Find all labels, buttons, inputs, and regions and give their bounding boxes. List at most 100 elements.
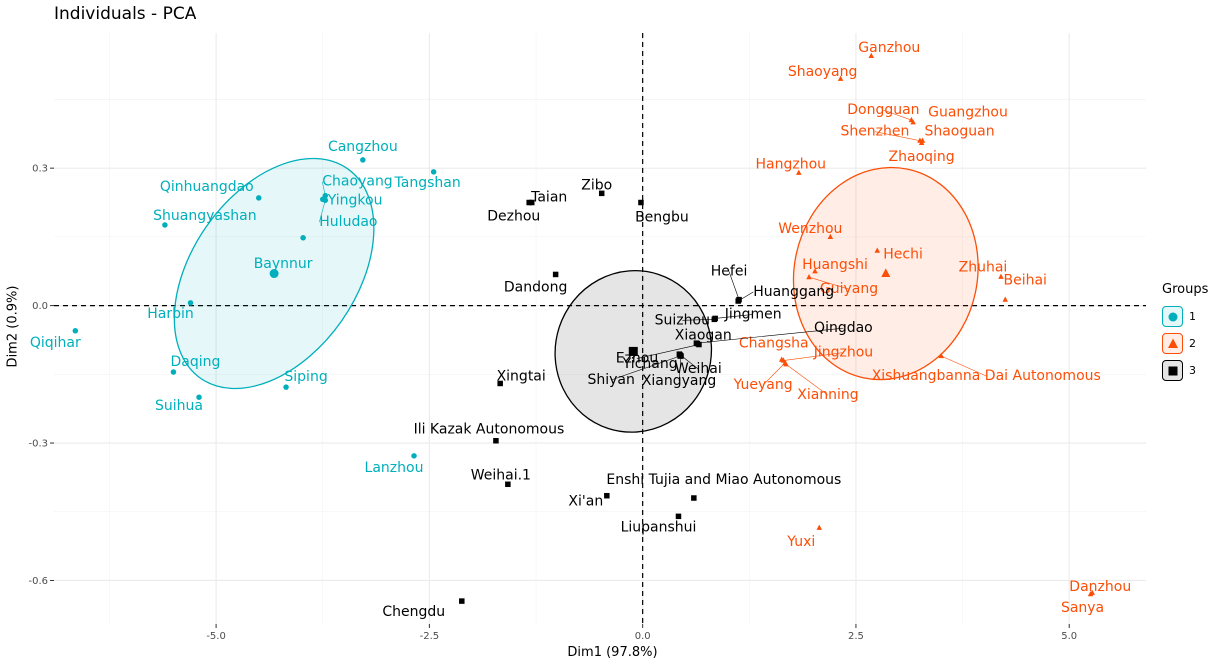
point-label: Dongguan <box>847 102 919 118</box>
point-marker <box>837 75 844 81</box>
label-leader <box>808 276 850 290</box>
point-label: Chengdu <box>382 604 445 620</box>
point-label: Ili Kazak Autonomous <box>414 422 565 438</box>
y-tick-label: -0.6 <box>28 576 48 587</box>
point-marker <box>827 233 834 239</box>
point-label: Shuangyashan <box>153 208 256 224</box>
point-marker <box>712 315 718 322</box>
point-label: Qingdao <box>814 320 873 336</box>
point-label: Liupanshui <box>621 519 697 535</box>
label-leader <box>874 131 920 141</box>
legend-label: 3 <box>1189 364 1196 377</box>
point-marker <box>735 298 741 304</box>
label-leader <box>696 327 844 344</box>
point-label: Hechi <box>883 247 923 263</box>
point-label: Xianning <box>797 387 858 403</box>
point-marker <box>1002 296 1008 302</box>
legend-item-group-3: 3 <box>1162 357 1208 384</box>
legend-label: 2 <box>1189 337 1196 350</box>
point-marker <box>552 271 559 278</box>
point-marker <box>938 352 944 359</box>
group-centroid-3 <box>628 346 638 356</box>
point-label: Zibo <box>581 177 612 193</box>
point-label: Dezhou <box>487 209 540 225</box>
point-marker <box>493 437 499 444</box>
legend-item-group-2: 2 <box>1162 330 1208 357</box>
point-marker <box>411 453 417 459</box>
label-leader <box>941 355 987 377</box>
point-label: Changsha <box>739 336 809 352</box>
point-marker <box>497 380 503 387</box>
point-label: Lanzhou <box>365 460 424 476</box>
legend-marker <box>1168 366 1178 376</box>
label-leader <box>728 271 740 300</box>
point-marker <box>256 195 262 201</box>
point-marker <box>812 268 818 274</box>
y-tick-label: 0.3 <box>32 164 48 175</box>
point-marker <box>910 119 916 125</box>
legend-key <box>1162 360 1183 381</box>
point-label: Harbin <box>147 306 194 322</box>
point-marker <box>505 481 511 488</box>
point-marker <box>874 247 881 253</box>
point-label: Sanya <box>1061 600 1104 616</box>
group-centroid-2 <box>881 268 891 277</box>
legend-marker <box>1168 312 1178 322</box>
point-label: Guangzhou <box>928 104 1008 120</box>
point-marker <box>322 197 329 203</box>
point-label: Shaoguan <box>924 124 994 140</box>
point-label: Bengbu <box>635 210 689 226</box>
x-tick-label: 5.0 <box>1061 631 1077 642</box>
label-leader <box>636 344 700 359</box>
point-marker <box>678 353 684 359</box>
point-marker <box>283 384 289 390</box>
point-label: Ezhou <box>616 351 659 367</box>
x-tick-label: 2.5 <box>848 631 864 642</box>
legend-key <box>1162 306 1183 327</box>
point-label: Zhaoqing <box>889 149 955 165</box>
point-marker <box>598 190 605 197</box>
point-label: Huangshi <box>802 257 868 273</box>
point-marker <box>196 394 202 400</box>
label-leader <box>783 352 844 361</box>
legend-label: 1 <box>1189 310 1196 323</box>
x-axis-label: Dim1 (97.8%) <box>567 645 658 660</box>
point-marker <box>187 300 194 306</box>
point-label: Zhuhai <box>959 260 1008 276</box>
point-label: Yingkou <box>327 192 383 208</box>
point-label: Weihai.1 <box>471 467 531 483</box>
point-label: Xiangyang <box>642 373 716 389</box>
point-marker <box>300 235 306 241</box>
point-label: Suizhou <box>655 312 710 328</box>
point-marker <box>918 139 925 146</box>
label-leader <box>682 319 715 321</box>
point-label: Danzhou <box>1069 579 1131 595</box>
point-label: Baynnur <box>254 256 313 272</box>
point-label: Chaoyang <box>322 174 392 190</box>
point-label: Shaoyang <box>788 64 858 80</box>
point-label: Enshi Tujia and Miao Autonomous <box>606 472 841 488</box>
point-label: Jingmen <box>724 306 782 322</box>
point-marker <box>806 274 812 280</box>
point-marker <box>868 52 875 58</box>
point-label: Xishuangbanna Dai Autonomous <box>872 368 1101 384</box>
point-marker <box>529 199 535 206</box>
y-tick-label: -0.3 <box>28 439 48 450</box>
legend-key <box>1162 333 1183 354</box>
point-label: Ganzhou <box>858 40 920 56</box>
x-tick-label: 0.0 <box>635 631 651 642</box>
point-marker <box>691 495 697 501</box>
point-label: Beihai <box>1004 273 1047 289</box>
point-marker <box>604 492 610 499</box>
label-leader <box>785 363 829 396</box>
point-label: Cangzhou <box>328 139 398 155</box>
point-label: Yueyang <box>733 377 793 393</box>
point-marker <box>72 328 79 334</box>
point-marker <box>459 598 465 604</box>
label-leader <box>611 355 681 381</box>
legend-marker <box>1168 338 1178 348</box>
point-label: Taian <box>530 190 567 206</box>
legend-item-group-1: 1 <box>1162 303 1208 330</box>
point-label: Qinhuangdao <box>160 179 254 195</box>
